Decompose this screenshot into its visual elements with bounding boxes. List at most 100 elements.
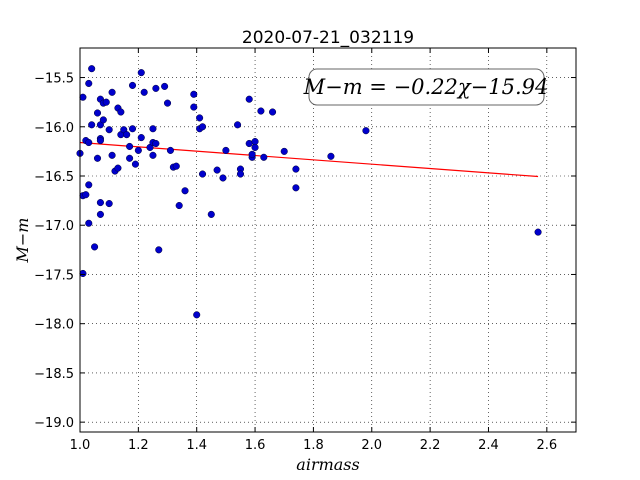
- y-tick-label: −17.5: [34, 268, 74, 283]
- data-point: [534, 228, 542, 236]
- data-point: [198, 170, 207, 178]
- data-points: [76, 65, 542, 319]
- data-point: [190, 103, 198, 111]
- plot-frame: [79, 47, 577, 433]
- data-point: [128, 81, 137, 89]
- data-point: [269, 108, 277, 116]
- data-point: [198, 123, 207, 131]
- data-point: [108, 88, 116, 96]
- data-point: [362, 127, 370, 135]
- data-point: [134, 146, 142, 154]
- data-point: [91, 243, 99, 251]
- x-tick-label: 2.6: [536, 438, 557, 453]
- data-point: [257, 107, 265, 115]
- data-point: [85, 181, 93, 189]
- data-point: [140, 88, 148, 96]
- data-point: [327, 152, 335, 160]
- data-point: [85, 79, 93, 87]
- x-tick-label: 1.2: [128, 438, 149, 453]
- data-point: [155, 246, 163, 254]
- data-point: [99, 116, 107, 124]
- fit-equation: M−m = −0.22χ−15.94: [303, 75, 549, 99]
- data-point: [96, 199, 104, 207]
- data-point: [88, 65, 96, 73]
- data-point: [149, 125, 157, 133]
- data-point: [102, 98, 110, 106]
- data-point: [152, 84, 160, 92]
- data-point: [292, 165, 300, 173]
- fit-line-layer: [79, 141, 539, 178]
- data-point: [260, 153, 268, 161]
- data-point: [251, 137, 259, 146]
- y-tick-label: −15.5: [34, 72, 74, 87]
- data-point: [126, 142, 134, 151]
- data-point: [96, 137, 104, 145]
- data-point: [245, 95, 253, 103]
- data-point: [172, 162, 180, 170]
- axis-ticks: [79, 48, 576, 432]
- data-point: [137, 134, 145, 142]
- data-point: [280, 147, 288, 155]
- data-point: [93, 154, 102, 162]
- data-point: [149, 151, 157, 159]
- x-tick-label: 1.8: [303, 438, 324, 453]
- y-tick-label: −18.0: [34, 318, 74, 333]
- data-point: [251, 143, 259, 151]
- data-point: [79, 93, 87, 101]
- x-tick-label: 1.6: [245, 438, 266, 453]
- data-point: [248, 150, 256, 158]
- x-tick-label: 2.2: [420, 438, 441, 453]
- data-point: [166, 146, 174, 154]
- data-point: [117, 108, 125, 116]
- x-tick-label: 1.4: [186, 438, 207, 453]
- x-tick-labels: 1.0 1.2 1.4 1.6 1.8 2.0 2.2 2.4 2.6: [70, 438, 558, 453]
- data-point: [193, 311, 201, 319]
- fit-line: [79, 141, 539, 178]
- y-tick-labels: −15.5 −16.0 −16.5 −17.0 −17.5 −18.0 −18.5 −19.0: [34, 72, 74, 432]
- data-point: [131, 160, 139, 168]
- x-tick-label: 2.4: [478, 438, 499, 453]
- data-point: [236, 170, 245, 178]
- data-point: [96, 210, 104, 218]
- data-point: [93, 109, 102, 117]
- data-point: [128, 125, 137, 133]
- x-axis-label: airmass: [296, 455, 359, 474]
- data-point: [123, 131, 131, 139]
- y-tick-label: −18.5: [34, 367, 74, 382]
- data-point: [85, 219, 93, 227]
- data-point: [222, 146, 230, 154]
- data-point: [292, 184, 300, 192]
- data-point: [196, 114, 204, 122]
- data-point: [163, 99, 172, 107]
- x-tick-label: 1.0: [70, 438, 91, 453]
- data-point: [152, 139, 160, 148]
- data-point: [213, 166, 221, 174]
- data-point: [137, 69, 145, 77]
- data-point: [79, 269, 87, 278]
- y-axis-label: M−m: [13, 218, 32, 264]
- y-tick-label: −16.5: [34, 170, 74, 185]
- annotation-box: [308, 68, 545, 106]
- data-point: [85, 138, 93, 147]
- y-tick-label: −19.0: [34, 416, 74, 431]
- data-point: [88, 121, 96, 129]
- data-point: [207, 210, 215, 218]
- data-point: [181, 187, 189, 195]
- data-point: [82, 191, 90, 199]
- data-point: [108, 151, 116, 159]
- chart-title: 2020-07-21_032119: [242, 28, 414, 48]
- fit-annotation: M−m = −0.22χ−15.94: [303, 68, 549, 106]
- x-tick-label: 2.0: [361, 438, 382, 453]
- data-point: [190, 90, 198, 98]
- data-point: [219, 174, 227, 182]
- data-point: [105, 126, 113, 134]
- data-point: [161, 82, 169, 90]
- data-point: [175, 201, 183, 210]
- data-point: [234, 121, 242, 129]
- data-point: [114, 164, 122, 172]
- data-point: [126, 154, 134, 162]
- y-tick-label: −17.0: [34, 219, 74, 234]
- data-point: [105, 200, 113, 208]
